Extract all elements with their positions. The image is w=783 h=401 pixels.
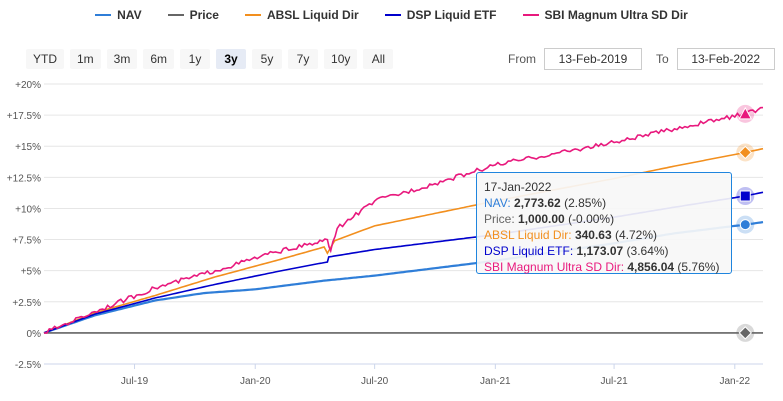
hover-marker-sbi-magnum-ultra-sd-dir	[738, 106, 753, 120]
range-button-1m[interactable]: 1m	[70, 49, 101, 69]
range-button-10y[interactable]: 10y	[324, 49, 358, 69]
tooltip-change: (5.76%)	[674, 260, 720, 274]
hover-tooltip: 17-Jan-2022 NAV: 2,773.62 (2.85%) Price: …	[476, 172, 732, 274]
y-tick-label: 0%	[27, 329, 42, 340]
legend-label: DSP Liquid ETF	[406, 8, 497, 22]
chart-legend: NAV Price ABSL Liquid Dir DSP Liquid ETF SBI…	[0, 8, 783, 22]
date-range-inputs: From 13-Feb-2019 To 13-Feb-2022	[508, 48, 775, 70]
tooltip-change: (-0.00%)	[564, 212, 615, 226]
legend-item-nav[interactable]: NAV	[95, 8, 142, 22]
tooltip-value: 340.63	[574, 228, 612, 242]
hover-marker-price	[738, 326, 752, 340]
tooltip-change: (3.64%)	[623, 244, 669, 258]
y-tick-label: +2.5%	[12, 298, 41, 309]
tooltip-row: ABSL Liquid Dir: 340.63 (4.72%)	[484, 227, 724, 243]
x-tick-label: Jan-22	[720, 376, 751, 387]
x-tick-label: Jul-20	[361, 376, 389, 387]
y-tick-label: +20%	[15, 80, 41, 91]
x-tick-label: Jan-20	[240, 376, 271, 387]
to-label: To	[656, 52, 669, 66]
y-tick-label: +7.5%	[12, 236, 41, 247]
legend-swatch	[95, 14, 112, 16]
tooltip-date: 17-Jan-2022	[484, 180, 552, 194]
legend-label: Price	[189, 8, 219, 22]
legend-label: ABSL Liquid Dir	[266, 8, 359, 22]
from-date-input[interactable]: 13-Feb-2019	[544, 48, 642, 70]
legend-swatch	[244, 14, 261, 16]
y-tick-label: +5%	[21, 267, 41, 278]
y-tick-label: -2.5%	[15, 360, 41, 371]
range-button-1y[interactable]: 1y	[180, 49, 211, 69]
tooltip-value: 2,773.62	[514, 196, 561, 210]
tooltip-series-name: ABSL Liquid Dir:	[484, 228, 575, 242]
tooltip-value: 1,173.07	[576, 244, 624, 258]
tooltip-change: (2.85%)	[560, 196, 607, 210]
y-tick-label: +12.5%	[7, 173, 41, 184]
range-button-all[interactable]: All	[363, 49, 394, 69]
tooltip-change: (4.72%)	[611, 228, 657, 242]
tooltip-series-name: DSP Liquid ETF:	[484, 244, 577, 258]
legend-swatch	[384, 14, 401, 16]
tooltip-series-name: SBI Magnum Ultra SD Dir:	[484, 260, 628, 274]
hover-marker-dsp-liquid-etf	[739, 190, 751, 202]
legend-label: NAV	[117, 8, 142, 22]
tooltip-series-name: NAV:	[484, 196, 515, 210]
range-button-3y[interactable]: 3y	[216, 49, 247, 69]
x-tick-label: Jul-19	[121, 376, 149, 387]
x-tick-label: Jan-21	[480, 376, 511, 387]
range-selector: YTD 1m 3m 6m 1y 3y 5y 7y 10y All	[26, 49, 394, 69]
hover-marker-absl-liquid-dir	[738, 145, 752, 160]
range-button-3m[interactable]: 3m	[106, 49, 138, 69]
tooltip-row: NAV: 2,773.62 (2.85%)	[484, 195, 724, 211]
y-tick-label: +17.5%	[7, 111, 41, 122]
tooltip-value: 1,000.00	[518, 212, 565, 226]
x-tick-label: Jul-21	[600, 376, 628, 387]
tooltip-row: DSP Liquid ETF: 1,173.07 (3.64%)	[484, 243, 724, 259]
legend-item-dsp-liquid-etf[interactable]: DSP Liquid ETF	[384, 8, 497, 22]
hover-marker-nav	[739, 219, 751, 231]
to-date-input[interactable]: 13-Feb-2022	[676, 48, 775, 70]
y-tick-label: +10%	[15, 204, 41, 215]
range-button-ytd[interactable]: YTD	[26, 49, 64, 69]
legend-label: SBI Magnum Ultra SD Dir	[544, 8, 688, 22]
range-button-6m[interactable]: 6m	[143, 49, 175, 69]
series-line-sbi-magnum-ultra-sd-dir	[43, 106, 764, 334]
legend-swatch	[167, 14, 184, 16]
legend-item-absl-liquid-dir[interactable]: ABSL Liquid Dir	[244, 8, 359, 22]
tooltip-row: SBI Magnum Ultra SD Dir: 4,856.04 (5.76%…	[484, 259, 724, 275]
tooltip-series-name: Price:	[484, 212, 519, 226]
legend-swatch	[522, 14, 539, 16]
tooltip-value: 4,856.04	[627, 260, 675, 274]
y-tick-label: +15%	[15, 142, 41, 153]
legend-item-price[interactable]: Price	[167, 8, 219, 22]
tooltip-row: Price: 1,000.00 (-0.00%)	[484, 211, 724, 227]
range-button-7y[interactable]: 7y	[288, 49, 319, 69]
legend-item-sbi-magnum-ultra-sd-dir[interactable]: SBI Magnum Ultra SD Dir	[522, 8, 688, 22]
from-label: From	[508, 52, 536, 66]
range-button-5y[interactable]: 5y	[252, 49, 283, 69]
